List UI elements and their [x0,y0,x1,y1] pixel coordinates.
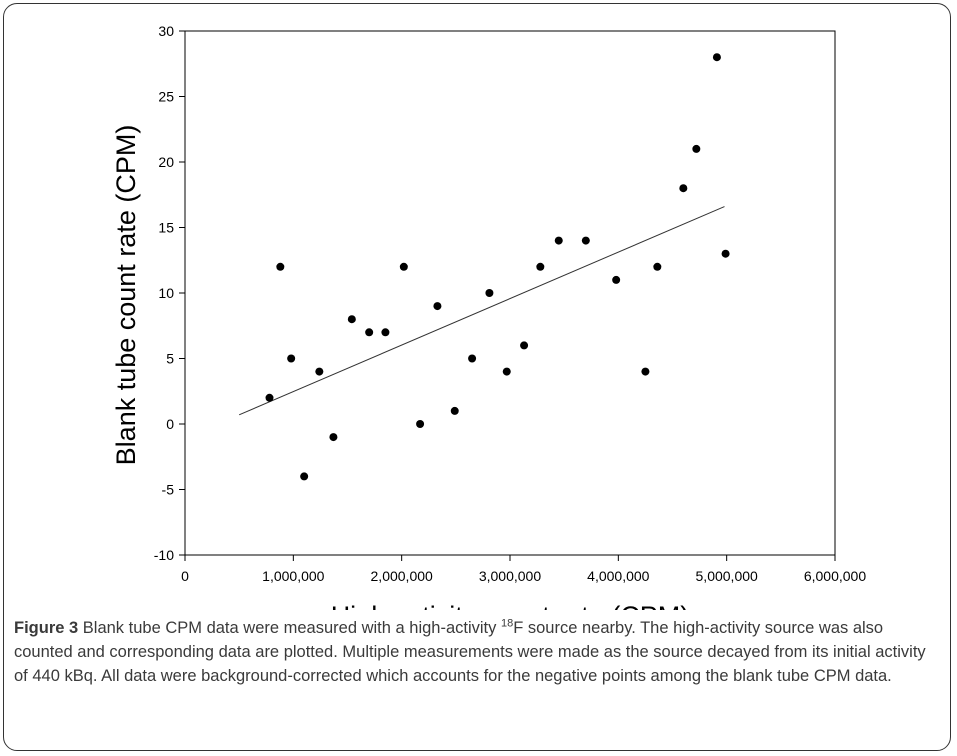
data-point [276,262,285,271]
y-tick-label: 25 [158,89,174,105]
data-point [653,262,662,271]
x-tick-label: 2,000,000 [371,568,433,584]
data-point [381,328,390,337]
data-point [468,354,477,363]
data-point [433,302,442,311]
caption-superscript: 18 [500,617,514,630]
data-point [721,249,730,258]
caption-text-part2: F source nearby. The high-activity sourc… [14,619,926,685]
y-tick-label: 15 [158,220,174,236]
data-point [554,236,563,245]
y-tick-label: 20 [158,154,174,170]
trend-line-group [238,206,725,416]
figure-label: Figure 3 [14,619,79,637]
y-tick-label: -5 [162,482,175,498]
data-point [679,184,688,193]
data-point [641,367,650,376]
figure-caption: Figure 3 Blank tube CPM data were measur… [14,616,934,688]
data-point [520,341,529,350]
data-point [612,275,621,284]
data-point [450,406,459,415]
data-point [300,472,309,481]
chart-axes: -10 -5 0 5 10 15 20 25 30 0 1,000,000 2,000,000 3,00… [154,23,867,584]
plot-area-border [184,30,836,556]
x-tick-label: 5,000,000 [696,568,758,584]
y-tick-label: 5 [166,351,174,367]
data-point [581,236,590,245]
data-point [485,289,494,297]
y-axis-title: Blank tube count rate (CPM) [111,125,141,466]
data-point [265,393,274,402]
x-tick-label: 3,000,000 [479,568,541,584]
data-point [502,367,511,376]
data-point [416,420,425,428]
data-point [365,328,374,337]
x-tick-label: 6,000,000 [804,568,866,584]
trend-line [238,206,725,416]
x-tick-label: 4,000,000 [587,568,649,584]
data-point [712,53,721,62]
data-points-group [265,53,730,481]
data-point [399,262,408,271]
y-tick-label: -10 [154,547,174,563]
data-point [315,367,324,376]
y-tick-label: 30 [158,23,174,39]
y-tick-label: 10 [158,285,174,301]
data-point [347,315,356,324]
data-point [287,354,296,363]
data-point [692,144,701,153]
caption-text-part1: Blank tube CPM data were measured with a… [78,619,501,637]
figure-frame [3,3,951,751]
scatter-chart: -10 -5 0 5 10 15 20 25 30 0 1,000,000 2,000,000 3,00… [111,23,867,610]
data-point [329,433,338,442]
x-tick-label: 1,000,000 [262,568,324,584]
x-tick-label: 0 [181,568,189,584]
x-axis-title: High activity count rate (CPM) [331,601,690,610]
data-point [536,262,545,271]
y-tick-label: 0 [166,416,174,432]
